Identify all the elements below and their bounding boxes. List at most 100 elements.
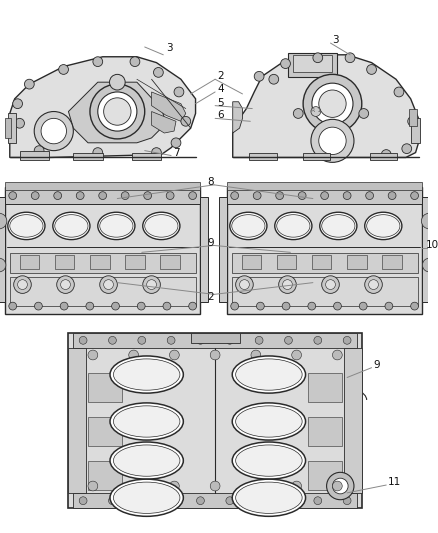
- Circle shape: [153, 68, 163, 77]
- Text: 3: 3: [166, 43, 173, 53]
- Bar: [308, 461, 342, 490]
- Circle shape: [255, 336, 263, 344]
- Circle shape: [345, 53, 355, 62]
- Circle shape: [57, 276, 74, 293]
- Circle shape: [167, 497, 175, 505]
- Bar: [5, 187, 201, 205]
- Circle shape: [98, 92, 137, 131]
- Text: 2: 2: [207, 292, 214, 302]
- Circle shape: [279, 276, 296, 293]
- Ellipse shape: [236, 482, 302, 513]
- Text: 5: 5: [217, 98, 224, 108]
- Circle shape: [109, 497, 117, 505]
- Circle shape: [343, 336, 351, 344]
- Polygon shape: [152, 92, 186, 122]
- Ellipse shape: [113, 482, 180, 513]
- Circle shape: [365, 276, 382, 293]
- Circle shape: [332, 481, 342, 491]
- Circle shape: [167, 336, 175, 344]
- Bar: [422, 197, 436, 302]
- Circle shape: [13, 99, 22, 109]
- Text: 9: 9: [374, 360, 380, 370]
- Circle shape: [129, 350, 138, 360]
- Ellipse shape: [321, 215, 355, 237]
- Circle shape: [34, 146, 44, 156]
- Circle shape: [170, 481, 179, 491]
- Bar: [308, 373, 342, 402]
- Bar: [10, 253, 195, 273]
- Text: 2: 2: [217, 71, 224, 82]
- Circle shape: [79, 336, 87, 344]
- Circle shape: [332, 350, 342, 360]
- Circle shape: [163, 302, 171, 310]
- Bar: [160, 255, 180, 269]
- Polygon shape: [233, 55, 418, 157]
- Circle shape: [359, 302, 367, 310]
- Ellipse shape: [55, 215, 88, 237]
- Circle shape: [422, 258, 436, 272]
- Circle shape: [143, 276, 160, 293]
- Bar: [430, 240, 436, 260]
- Circle shape: [236, 276, 253, 293]
- Circle shape: [197, 336, 205, 344]
- Ellipse shape: [110, 442, 184, 479]
- Bar: [232, 253, 417, 273]
- Bar: [73, 493, 357, 507]
- Text: R 1: R 1: [311, 108, 321, 112]
- Circle shape: [18, 280, 28, 289]
- Circle shape: [210, 350, 220, 360]
- Circle shape: [251, 350, 261, 360]
- Bar: [5, 182, 201, 190]
- Circle shape: [411, 302, 418, 310]
- Bar: [20, 255, 39, 269]
- Bar: [227, 182, 422, 190]
- Ellipse shape: [8, 212, 45, 240]
- Circle shape: [152, 148, 161, 157]
- Ellipse shape: [275, 212, 312, 240]
- Ellipse shape: [277, 215, 310, 237]
- Bar: [88, 417, 122, 446]
- Circle shape: [14, 276, 31, 293]
- Circle shape: [79, 497, 87, 505]
- Circle shape: [88, 350, 98, 360]
- Circle shape: [293, 109, 303, 118]
- Text: 11: 11: [388, 477, 402, 487]
- Ellipse shape: [110, 403, 184, 440]
- Circle shape: [166, 192, 174, 199]
- Circle shape: [90, 84, 145, 139]
- Circle shape: [104, 280, 113, 289]
- Circle shape: [226, 497, 234, 505]
- Circle shape: [269, 75, 279, 84]
- Bar: [132, 152, 161, 160]
- Circle shape: [109, 336, 117, 344]
- Bar: [10, 277, 195, 306]
- Circle shape: [285, 336, 292, 344]
- Circle shape: [411, 192, 418, 199]
- Circle shape: [0, 258, 6, 272]
- Circle shape: [319, 90, 346, 117]
- Circle shape: [313, 53, 323, 62]
- Circle shape: [359, 109, 369, 118]
- Ellipse shape: [145, 215, 178, 237]
- Circle shape: [314, 336, 321, 344]
- Circle shape: [0, 213, 7, 229]
- Bar: [293, 55, 332, 72]
- Circle shape: [231, 302, 239, 310]
- Polygon shape: [233, 102, 243, 133]
- Circle shape: [147, 280, 156, 289]
- Ellipse shape: [113, 406, 180, 437]
- Bar: [125, 255, 145, 269]
- Ellipse shape: [367, 215, 400, 237]
- Ellipse shape: [320, 212, 357, 240]
- Circle shape: [255, 497, 263, 505]
- Circle shape: [130, 56, 140, 67]
- Circle shape: [231, 192, 239, 199]
- Text: 8: 8: [207, 177, 214, 187]
- Polygon shape: [25, 67, 184, 151]
- Circle shape: [210, 481, 220, 491]
- Bar: [201, 197, 208, 302]
- Polygon shape: [10, 56, 195, 157]
- Bar: [232, 277, 417, 306]
- Circle shape: [99, 192, 106, 199]
- Bar: [241, 255, 261, 269]
